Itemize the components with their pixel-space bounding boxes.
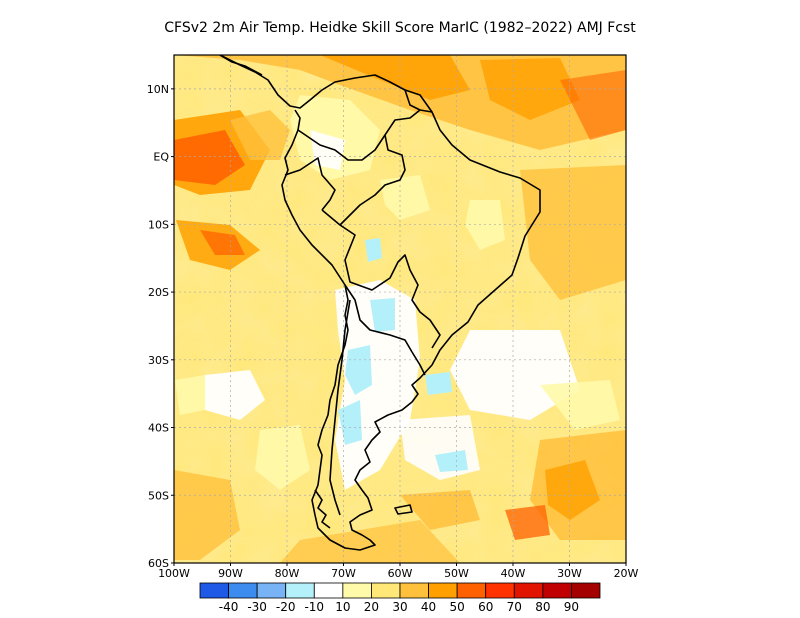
colorbar-label: 10 [335,600,350,614]
colorbar-label: 30 [392,600,407,614]
lon-label: 100W [158,567,190,580]
colorbar-swatch [228,582,258,599]
lat-label: 50S [148,489,169,502]
colorbar-label: 70 [507,600,522,614]
colorbar-swatch [313,582,344,599]
colorbar-label: 50 [450,600,465,614]
colorbar-swatch [199,582,229,599]
colorbar-label: 20 [364,600,379,614]
colorbar: -40 -30 -20 -10 10 20 30 40 50 60 70 80 90 [199,582,601,614]
lon-label: 50W [444,567,469,580]
map-title: CFSv2 2m Air Temp. Heidke Skill Score Ma… [164,20,636,36]
lat-label: 30S [148,354,169,367]
lat-label: 10S [148,218,169,231]
lat-label: 20S [148,286,169,299]
colorbar-label: 40 [421,600,436,614]
colorbar-label: 60 [478,600,493,614]
lat-label: 10N [147,83,169,96]
coastline-borders [219,55,541,551]
lat-lon-grid [174,55,626,563]
colorbar-swatch [571,582,601,599]
colorbar-swatch [399,582,429,599]
colorbar-swatch [456,582,487,599]
colorbar-swatch [371,582,401,599]
latitude-labels: 10N EQ 10S 20S 30S 40S 50S 60S [147,83,174,570]
colorbar-label: -40 [219,600,239,614]
colorbar-swatch [256,582,287,599]
colorbar-label: -10 [304,600,324,614]
shaded-field [174,55,626,563]
longitude-labels: 100W 90W 80W 70W 60W 50W 40W 30W 20W [158,563,639,580]
colorbar-label: -30 [247,600,267,614]
colorbar-swatch [542,582,572,599]
lon-label: 60W [388,567,413,580]
lon-label: 70W [331,567,356,580]
colorbar-swatch [342,582,372,599]
lat-label: 40S [148,422,169,435]
lat-label: EQ [153,151,169,164]
lon-label: 20W [614,567,639,580]
colorbar-label: 90 [564,600,579,614]
colorbar-swatch [513,582,544,599]
lon-label: 40W [501,567,526,580]
colorbar-swatch [485,582,515,599]
colorbar-swatch [285,582,315,599]
lon-label: 30W [557,567,582,580]
colorbar-swatch [428,582,458,599]
lat-label: 60S [148,557,169,570]
colorbar-label: 80 [535,600,550,614]
colorbar-label: -20 [276,600,296,614]
lon-label: 90W [218,567,243,580]
lon-label: 80W [275,567,300,580]
